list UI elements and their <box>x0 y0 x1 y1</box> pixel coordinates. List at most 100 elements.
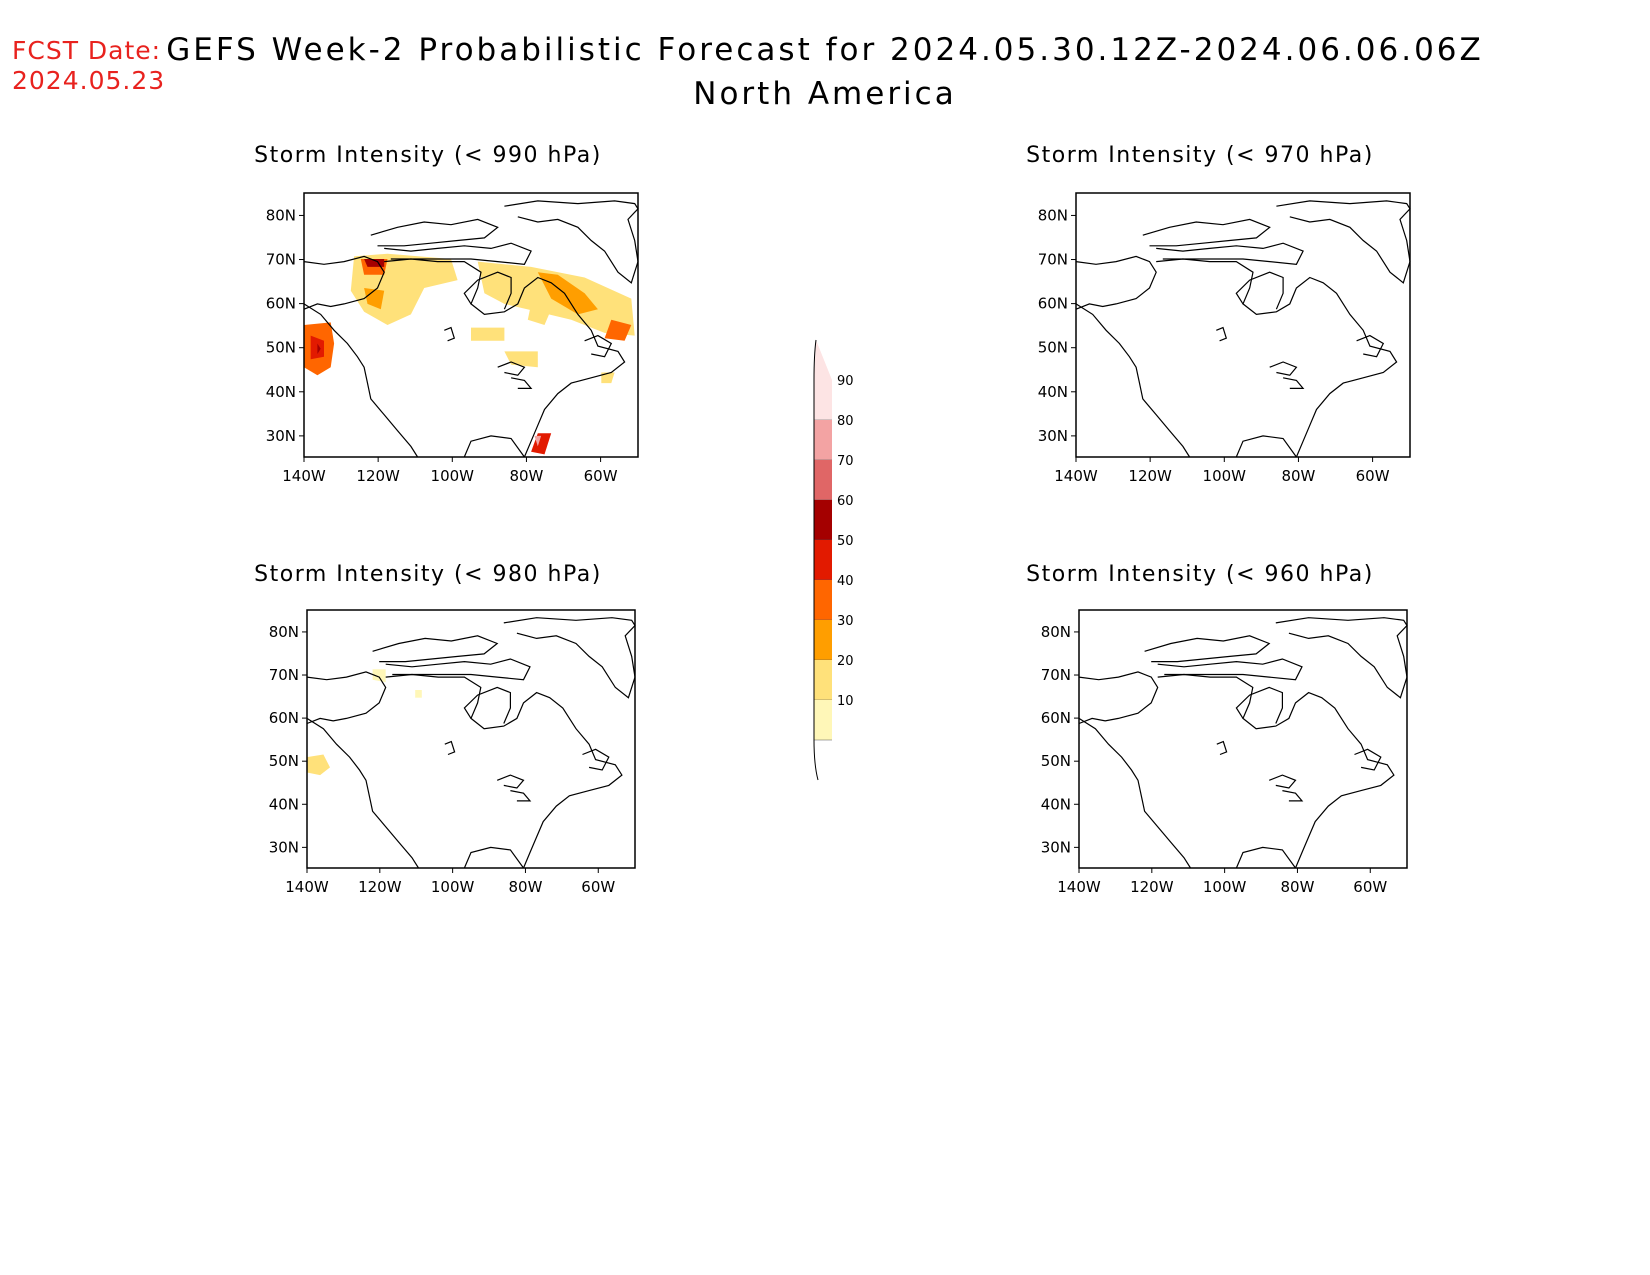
p980-probability-area-1 <box>372 669 386 683</box>
p970-lat-tick-label: 80N <box>1038 206 1068 224</box>
p980-coastline-7 <box>385 658 531 681</box>
p980-lon-tick-label: 80W <box>508 878 542 896</box>
p980-coastline-4 <box>463 686 511 724</box>
p980-lat-tick-label: 70N <box>269 666 299 684</box>
p990-lon-tick-label: 120W <box>356 467 400 485</box>
p980-lat-tick-label: 60N <box>269 709 299 727</box>
p990-coastline-1 <box>303 255 385 310</box>
p990-probability-area-1 <box>310 335 324 360</box>
colorbar-swatch-90 <box>814 380 832 420</box>
p980-lon-tick-label: 60W <box>581 878 615 896</box>
p960-coastline-2 <box>1078 717 1192 869</box>
colorbar-label-20: 20 <box>837 654 854 669</box>
p960-lon-tick-label: 60W <box>1353 878 1387 896</box>
p960-coastline-11 <box>1216 740 1228 756</box>
p960-lon-tick-label: 140W <box>1057 878 1101 896</box>
p970-coastline-4 <box>1235 271 1284 310</box>
colorbar-label-60: 60 <box>837 494 854 509</box>
p990-probability-area-14 <box>601 372 615 384</box>
p980-coastline-11 <box>444 740 456 756</box>
p990-lon-tick-label: 60W <box>584 467 618 485</box>
p970-lon-tick-label: 80W <box>1281 467 1315 485</box>
p960-coastline-4 <box>1235 686 1283 724</box>
p990-lat-tick-label: 60N <box>266 295 296 313</box>
p980-lat-tick-label: 40N <box>269 795 299 813</box>
p970-lon-tick-label: 100W <box>1203 467 1247 485</box>
p990-coastline-9 <box>510 377 533 389</box>
colorbar-label-30: 30 <box>837 614 854 629</box>
p990-probability-area-13 <box>534 435 542 447</box>
colorbar-legend: 90 80 70 60 50 40 30 20 10 <box>813 339 854 781</box>
p980-lon-tick-label: 120W <box>358 878 402 896</box>
panel-title-970: Storm Intensity (< 970 hPa) <box>1026 143 1374 168</box>
p960-coastline-10 <box>1354 748 1382 771</box>
p990-probability-area-10 <box>471 327 505 341</box>
colorbar-label-90: 90 <box>837 374 854 389</box>
panel-title-960: Storm Intensity (< 960 hPa) <box>1026 562 1374 587</box>
p990-coastline-3 <box>384 258 626 458</box>
p960-lat-tick-label: 50N <box>1041 752 1071 770</box>
p980-lat-tick-label: 30N <box>269 838 299 856</box>
p980-coastline-0 <box>503 617 636 699</box>
p980-coastline-8 <box>496 774 525 789</box>
forecast-date-value: 2024.05.23 <box>12 66 166 95</box>
map-panel-980: 80N 70N 60N 50N 40N 30N 140W 120W 100W 80W 60W <box>269 609 636 896</box>
p990-lat-tick-label: 30N <box>266 427 296 445</box>
p990-probability-area-8 <box>537 272 598 315</box>
p960-coastline-9 <box>1282 790 1304 802</box>
p980-coastline-5 <box>463 846 524 869</box>
p960-lat-tick-label: 70N <box>1041 666 1071 684</box>
colorbar-label-80: 80 <box>837 414 854 429</box>
p970-coastline-8 <box>1269 361 1298 376</box>
colorbar-swatch-80 <box>814 420 832 460</box>
map-panel-990: 80N 70N 60N 50N 40N 30N 140W 120W 100W 80W 60W <box>266 192 639 485</box>
p960-lat-tick-label: 60N <box>1041 709 1071 727</box>
p990-lat-tick-label: 70N <box>266 251 296 269</box>
p970-lat-tick-label: 60N <box>1038 295 1068 313</box>
map-panel-970: 80N 70N 60N 50N 40N 30N 140W 120W 100W 80W 60W <box>1038 192 1411 485</box>
p960-frame <box>1078 609 1408 869</box>
p970-lat-tick-label: 70N <box>1038 251 1068 269</box>
p980-coastline-10 <box>582 748 610 771</box>
p990-coastline-2 <box>303 303 419 458</box>
p980-coastline-2 <box>306 717 420 869</box>
colorbar-swatch-30 <box>814 620 832 660</box>
p980-lat-tick-label: 50N <box>269 752 299 770</box>
p970-coastline-6 <box>1142 218 1271 247</box>
colorbar-swatch-20 <box>814 660 832 700</box>
p990-coastline-10 <box>584 334 613 358</box>
forecast-date-label: FCST Date: <box>12 36 162 65</box>
p980-coastline-1 <box>306 671 387 725</box>
map-panel-960: 80N 70N 60N 50N 40N 30N 140W 120W 100W 80W 60W <box>1041 609 1408 896</box>
p990-coastline-7 <box>384 242 532 265</box>
p990-coastline-5 <box>463 435 525 458</box>
p980-coastline-3 <box>385 673 623 869</box>
p970-coastline-5 <box>1235 435 1297 458</box>
p970-lon-tick-label: 120W <box>1128 467 1172 485</box>
p990-probability-area-15 <box>527 303 552 325</box>
p960-coastline-1 <box>1078 671 1159 725</box>
p970-coastline-0 <box>1276 200 1411 284</box>
p980-coastline-6 <box>372 635 499 663</box>
panel-title-990: Storm Intensity (< 990 hPa) <box>254 143 602 168</box>
p990-lat-tick-label: 80N <box>266 206 296 224</box>
p960-lon-tick-label: 100W <box>1203 878 1247 896</box>
page-subtitle: North America <box>693 76 957 112</box>
p990-lat-tick-label: 40N <box>266 383 296 401</box>
p980-lon-tick-label: 140W <box>285 878 329 896</box>
p980-probability-area-2 <box>415 690 422 698</box>
p970-lat-tick-label: 50N <box>1038 339 1068 357</box>
p990-coastline-4 <box>463 271 512 310</box>
p990-probability-area-2 <box>317 343 321 354</box>
p990-lon-tick-label: 80W <box>509 467 543 485</box>
p980-lon-tick-label: 100W <box>431 878 475 896</box>
p990-frame <box>303 192 639 458</box>
p970-coastline-2 <box>1075 303 1191 458</box>
colorbar-swatch-10 <box>814 700 832 740</box>
p990-coastline-6 <box>370 218 499 247</box>
p980-frame <box>306 609 636 869</box>
p960-lat-tick-label: 40N <box>1041 795 1071 813</box>
p980-lat-tick-label: 80N <box>269 623 299 641</box>
forecast-date: FCST Date: 2024.05.23 <box>12 36 165 96</box>
colorbar-swatch-70 <box>814 460 832 500</box>
